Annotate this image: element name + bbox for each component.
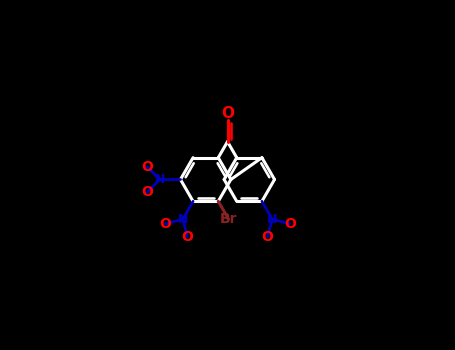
Text: N: N [177,213,188,226]
Text: N: N [155,173,165,186]
Text: N: N [267,213,278,226]
Text: O: O [141,160,153,174]
Text: O: O [159,217,171,231]
Text: O: O [182,230,193,244]
Text: O: O [141,185,153,199]
Text: O: O [262,230,273,244]
Text: Br: Br [220,212,237,226]
Text: O: O [221,106,234,121]
Text: O: O [284,217,296,231]
